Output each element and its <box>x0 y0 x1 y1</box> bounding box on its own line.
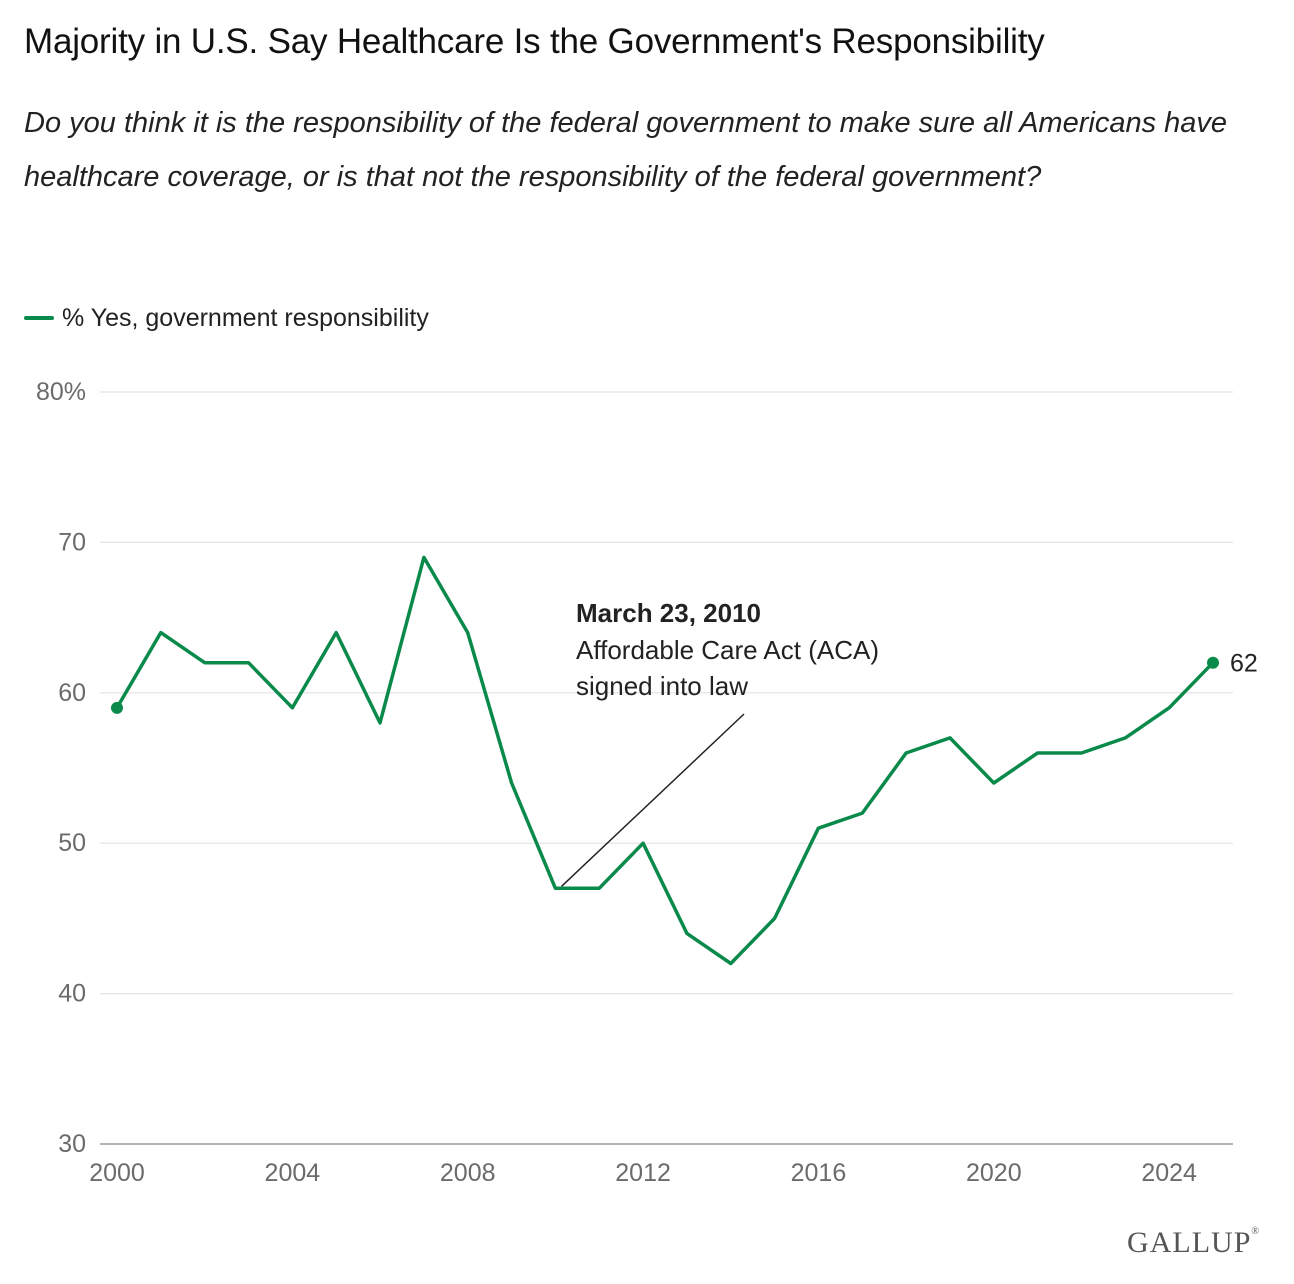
x-tick-label: 2016 <box>791 1159 847 1187</box>
y-tick-label: 50 <box>58 829 86 857</box>
gallup-logo: GALLUP® <box>1127 1226 1260 1259</box>
y-axis: 30 40 50 60 70 80% <box>36 378 86 1158</box>
legend-swatch <box>24 316 54 320</box>
end-point <box>1207 656 1219 669</box>
start-point <box>111 701 123 714</box>
y-tick-label: 70 <box>58 528 86 556</box>
x-tick-label: 2020 <box>966 1159 1022 1187</box>
y-tick-label: 80% <box>36 378 86 406</box>
y-tick-label: 60 <box>58 679 86 707</box>
annotation-leader-line <box>561 713 745 887</box>
x-tick-label: 2000 <box>89 1159 145 1187</box>
series-line <box>115 555 1215 966</box>
legend: % Yes, government responsibility <box>24 300 429 336</box>
annotation-line-2: signed into law <box>576 671 748 701</box>
annotation-date: March 23, 2010 <box>576 598 761 628</box>
grid-lines <box>100 391 1233 1145</box>
x-tick-label: 2024 <box>1141 1159 1197 1187</box>
x-tick-label: 2004 <box>265 1159 321 1187</box>
y-tick-label: 40 <box>58 980 86 1008</box>
x-tick-label: 2012 <box>615 1159 671 1187</box>
y-tick-label: 30 <box>58 1130 86 1158</box>
x-tick-label: 2008 <box>440 1159 496 1187</box>
chart-title: Majority in U.S. Say Healthcare Is the G… <box>24 22 1045 61</box>
legend-label: % Yes, government responsibility <box>62 303 429 332</box>
chart-subtitle: Do you think it is the responsibility of… <box>24 107 1228 193</box>
x-axis: 2000 2004 2008 2012 2016 2020 2024 <box>89 1159 1197 1187</box>
end-value-label: 62 <box>1230 650 1258 678</box>
series-group <box>111 555 1219 966</box>
annotation-line-1: Affordable Care Act (ACA) <box>576 635 879 665</box>
